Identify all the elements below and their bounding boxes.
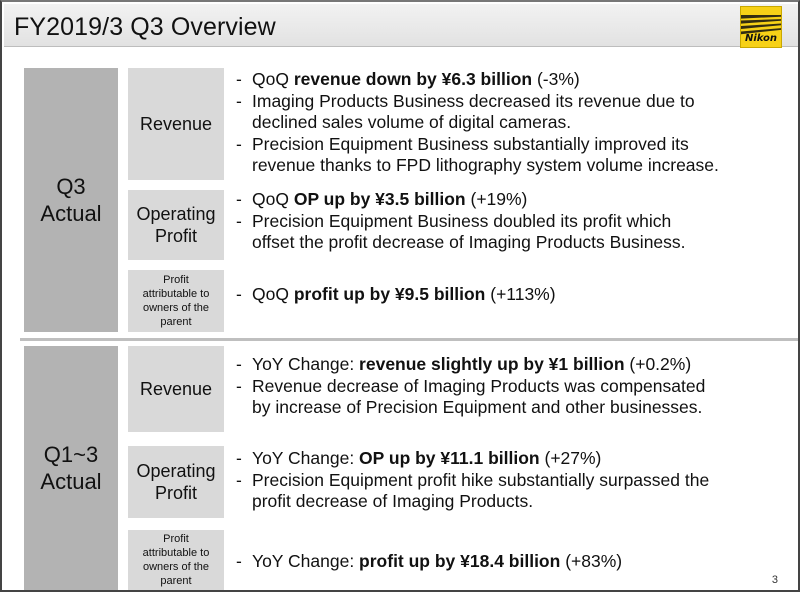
item-label-text: Profit bbox=[154, 226, 197, 246]
item-label-text: Revenue bbox=[139, 114, 213, 134]
bullet-dash: - bbox=[236, 284, 242, 304]
bullet-text: profit decrease of Imaging Products. bbox=[252, 491, 534, 511]
item-label-operating-profit: Operating Profit bbox=[128, 446, 224, 518]
item-label-text: Profit bbox=[163, 274, 189, 286]
bullet: - Imaging Products Business decreased its… bbox=[236, 91, 719, 113]
page-number: 3 bbox=[771, 574, 778, 586]
bullet-text: Precision Equipment profit hike substant… bbox=[252, 469, 710, 490]
bullet: - Revenue decrease of Imaging Products wa… bbox=[236, 376, 705, 398]
bullet-text: Revenue decrease of Imaging Products was… bbox=[252, 375, 706, 396]
item-label-operating-profit: Operating Profit bbox=[128, 190, 224, 260]
page-title: FY2019/3 Q3 Overview bbox=[14, 13, 276, 41]
bullet-text: Imaging Products Business decreased its … bbox=[252, 90, 695, 111]
bullet-text: Precision Equipment Business substantial… bbox=[252, 133, 689, 154]
nikon-logo: Nikon bbox=[740, 6, 782, 48]
bullet-text: QoQ bbox=[252, 69, 294, 89]
logo-wordmark: Nikon bbox=[744, 33, 778, 44]
bullet: - YoY Change: profit up by ¥18.4 billion … bbox=[236, 551, 622, 573]
item-label-text: Profit bbox=[154, 483, 197, 503]
bullet-text: YoY Change: bbox=[252, 551, 360, 571]
item-label-text: Profit bbox=[163, 533, 189, 545]
bullet-dash: - bbox=[236, 189, 242, 209]
bullet-list-q1-3-profit-attributable: - YoY Change: profit up by ¥18.4 billion … bbox=[236, 551, 622, 573]
item-label-text: owners of the bbox=[142, 302, 210, 314]
bullet-continuation: declined sales volume of digital cameras… bbox=[236, 112, 719, 134]
bullet-text: by increase of Precision Equipment and o… bbox=[252, 397, 703, 417]
bullet-dash: - bbox=[236, 375, 242, 396]
bullet: - QoQ OP up by ¥3.5 billion (+19%) bbox=[236, 189, 686, 211]
bullet-text: QoQ bbox=[252, 284, 294, 304]
bullet-dash: - bbox=[236, 133, 242, 154]
item-label-text: parent bbox=[160, 316, 192, 328]
bullet-text: revenue thanks to FPD lithography system… bbox=[252, 155, 719, 175]
title-bar: FY2019/3 Q3 Overview bbox=[4, 4, 798, 47]
bullet-continuation: offset the profit decrease of Imaging Pr… bbox=[236, 232, 686, 254]
bullet-highlight: revenue slightly up by ¥1 billion bbox=[359, 354, 625, 374]
bullet: - QoQ profit up by ¥9.5 billion (+113%) bbox=[236, 284, 556, 306]
bullet-text: declined sales volume of digital cameras… bbox=[252, 112, 572, 132]
bullet-highlight: OP up by ¥3.5 billion bbox=[293, 189, 466, 209]
bullet-text: Precision Equipment Business doubled its… bbox=[252, 210, 672, 231]
item-label-text: parent bbox=[160, 575, 192, 587]
item-label-text: owners of the bbox=[142, 561, 210, 573]
bullet-highlight: OP up by ¥11.1 billion bbox=[359, 448, 540, 468]
bullet-text: YoY Change: bbox=[252, 448, 360, 468]
bullet-continuation: revenue thanks to FPD lithography system… bbox=[236, 155, 719, 177]
bullet-change: (+113%) bbox=[485, 284, 556, 304]
section-label-line: Q1~3 bbox=[43, 442, 99, 467]
section-label-q3-actual: Q3 Actual bbox=[24, 68, 118, 332]
bullet-dash: - bbox=[236, 354, 242, 374]
bullet: - Precision Equipment Business doubled it… bbox=[236, 211, 686, 233]
bullet-continuation: profit decrease of Imaging Products. bbox=[236, 491, 709, 513]
bullet-highlight: profit up by ¥18.4 billion bbox=[359, 551, 561, 571]
bullet-dash: - bbox=[236, 551, 242, 571]
bullet: - YoY Change: OP up by ¥11.1 billion (+27… bbox=[236, 448, 709, 470]
bullet-list-q1-3-operating-profit: - YoY Change: OP up by ¥11.1 billion (+27… bbox=[236, 448, 709, 513]
item-label-profit-attributable: Profit attributable to owners of the par… bbox=[128, 270, 224, 332]
bullet-change: (+0.2%) bbox=[624, 354, 692, 374]
bullet: - QoQ revenue down by ¥6.3 billion (-3%) bbox=[236, 69, 719, 91]
section-label-q1-3-actual: Q1~3 Actual bbox=[24, 346, 118, 590]
section-label-line: Actual bbox=[40, 469, 102, 494]
item-label-text: Revenue bbox=[139, 379, 213, 399]
bullet-list-q3-profit-attributable: - QoQ profit up by ¥9.5 billion (+113%) bbox=[236, 284, 556, 306]
bullet-highlight: revenue down by ¥6.3 billion bbox=[293, 69, 533, 89]
bullet-dash: - bbox=[236, 448, 242, 468]
item-label-text: attributable to bbox=[142, 288, 210, 300]
bullet-dash: - bbox=[236, 90, 242, 111]
logo-rays-icon bbox=[741, 15, 781, 35]
bullet-change: (-3%) bbox=[532, 69, 580, 89]
bullet-list-q1-3-revenue: - YoY Change: revenue slightly up by ¥1 b… bbox=[236, 354, 705, 419]
section-divider bbox=[20, 338, 798, 341]
item-label-text: attributable to bbox=[142, 547, 210, 559]
bullet-dash: - bbox=[236, 69, 242, 89]
item-label-text: Operating bbox=[136, 461, 216, 481]
item-label-text: Operating bbox=[136, 204, 216, 224]
bullet-dash: - bbox=[236, 469, 242, 490]
bullet-list-q3-operating-profit: - QoQ OP up by ¥3.5 billion (+19%) - Preci… bbox=[236, 189, 686, 254]
bullet-change: (+27%) bbox=[539, 448, 602, 468]
bullet-text: QoQ bbox=[252, 189, 294, 209]
bullet: - YoY Change: revenue slightly up by ¥1 b… bbox=[236, 354, 705, 376]
bullet-highlight: profit up by ¥9.5 billion bbox=[293, 284, 486, 304]
section-label-line: Q3 bbox=[56, 174, 86, 199]
item-label-profit-attributable: Profit attributable to owners of the par… bbox=[128, 530, 224, 590]
bullet-dash: - bbox=[236, 210, 242, 231]
item-label-revenue: Revenue bbox=[128, 68, 224, 180]
section-label-line: Actual bbox=[40, 201, 102, 226]
bullet-change: (+19%) bbox=[465, 189, 528, 209]
bullet-text: offset the profit decrease of Imaging Pr… bbox=[252, 232, 686, 252]
bullet: - Precision Equipment Business substantia… bbox=[236, 134, 719, 156]
bullet-text: YoY Change: bbox=[252, 354, 360, 374]
bullet-change: (+83%) bbox=[560, 551, 623, 571]
bullet-list-q3-revenue: - QoQ revenue down by ¥6.3 billion (-3%) … bbox=[236, 69, 719, 177]
bullet: - Precision Equipment profit hike substan… bbox=[236, 470, 709, 492]
item-label-revenue: Revenue bbox=[128, 346, 224, 432]
bullet-continuation: by increase of Precision Equipment and o… bbox=[236, 397, 705, 419]
